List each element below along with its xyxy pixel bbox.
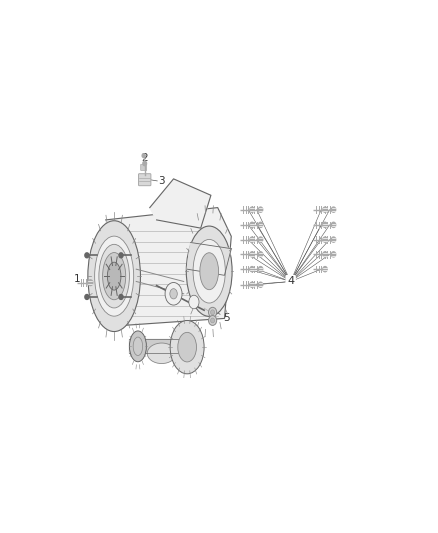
Text: 3: 3 — [159, 176, 165, 186]
Ellipse shape — [95, 236, 134, 316]
Ellipse shape — [99, 244, 130, 308]
Ellipse shape — [170, 320, 204, 374]
Circle shape — [323, 266, 327, 272]
Polygon shape — [150, 179, 211, 228]
Circle shape — [323, 222, 327, 228]
Ellipse shape — [133, 337, 143, 356]
Text: 4: 4 — [287, 277, 294, 286]
Circle shape — [323, 207, 327, 212]
Ellipse shape — [178, 333, 197, 362]
Text: 1: 1 — [74, 274, 80, 285]
Ellipse shape — [193, 239, 225, 303]
Circle shape — [250, 207, 254, 212]
Ellipse shape — [107, 262, 121, 290]
Polygon shape — [187, 243, 231, 276]
Ellipse shape — [170, 289, 177, 299]
Ellipse shape — [88, 221, 141, 332]
Circle shape — [211, 310, 215, 314]
Circle shape — [258, 237, 263, 242]
FancyBboxPatch shape — [141, 164, 147, 171]
Text: 2: 2 — [141, 154, 148, 163]
Ellipse shape — [165, 282, 182, 305]
Circle shape — [258, 282, 263, 287]
Circle shape — [250, 266, 254, 272]
Circle shape — [332, 252, 336, 257]
Circle shape — [250, 237, 254, 242]
Circle shape — [332, 222, 336, 228]
Circle shape — [143, 161, 147, 166]
Ellipse shape — [102, 253, 126, 300]
Circle shape — [250, 252, 254, 257]
Circle shape — [88, 280, 93, 286]
Circle shape — [85, 295, 89, 300]
Circle shape — [323, 252, 327, 257]
Circle shape — [323, 237, 327, 242]
Circle shape — [332, 237, 336, 242]
Circle shape — [142, 154, 145, 158]
Circle shape — [332, 207, 336, 212]
Circle shape — [85, 253, 89, 258]
Circle shape — [250, 282, 254, 287]
Circle shape — [258, 252, 263, 257]
Circle shape — [208, 308, 217, 317]
Ellipse shape — [189, 295, 199, 309]
Ellipse shape — [147, 343, 176, 364]
Ellipse shape — [186, 226, 232, 317]
Circle shape — [119, 253, 123, 258]
Circle shape — [258, 266, 263, 272]
Ellipse shape — [129, 331, 146, 362]
Circle shape — [119, 295, 123, 300]
Ellipse shape — [200, 253, 219, 289]
Text: 5: 5 — [223, 313, 230, 324]
Polygon shape — [106, 207, 231, 327]
Polygon shape — [130, 339, 191, 353]
Circle shape — [208, 316, 217, 325]
Circle shape — [258, 207, 263, 212]
Circle shape — [211, 318, 215, 323]
Circle shape — [250, 222, 254, 228]
FancyBboxPatch shape — [138, 174, 151, 185]
Circle shape — [258, 222, 263, 228]
